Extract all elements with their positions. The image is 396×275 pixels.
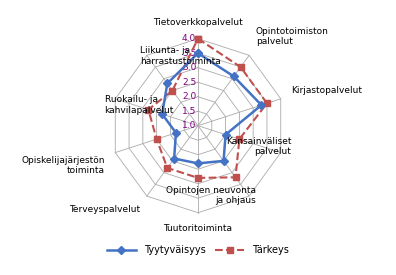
Text: Opintojen neuvonta
ja ohjaus: Opintojen neuvonta ja ohjaus [166,186,256,205]
Text: Liikunta- ja
harrastustoiminta: Liikunta- ja harrastustoiminta [140,46,221,65]
Text: Tietoverkkopalvelut: Tietoverkkopalvelut [153,18,243,28]
Text: 2.5: 2.5 [182,78,196,87]
Text: Kansainväliset
palvelut: Kansainväliset palvelut [226,137,291,156]
Text: Terveyspalvelut: Terveyspalvelut [69,205,140,214]
Text: Tuutoritoiminta: Tuutoritoiminta [164,224,232,233]
Text: 1.5: 1.5 [182,107,196,116]
Text: Ruokailu- ja
kahvilapalvelut: Ruokailu- ja kahvilapalvelut [105,95,174,115]
Text: Opintotoimiston
palvelut: Opintotoimiston palvelut [256,27,329,46]
Text: 2.0: 2.0 [182,92,196,101]
Text: 1.0: 1.0 [182,121,196,130]
Text: Opiskelijajärjestön
toiminta: Opiskelijajärjestön toiminta [21,156,105,175]
Text: 3.5: 3.5 [182,49,196,58]
Legend: Tyytyväisyys, Tärkeys: Tyytyväisyys, Tärkeys [103,242,293,259]
Text: 3.0: 3.0 [182,63,196,72]
Text: Kirjastopalvelut: Kirjastopalvelut [291,86,362,95]
Text: 4.0: 4.0 [182,34,196,43]
